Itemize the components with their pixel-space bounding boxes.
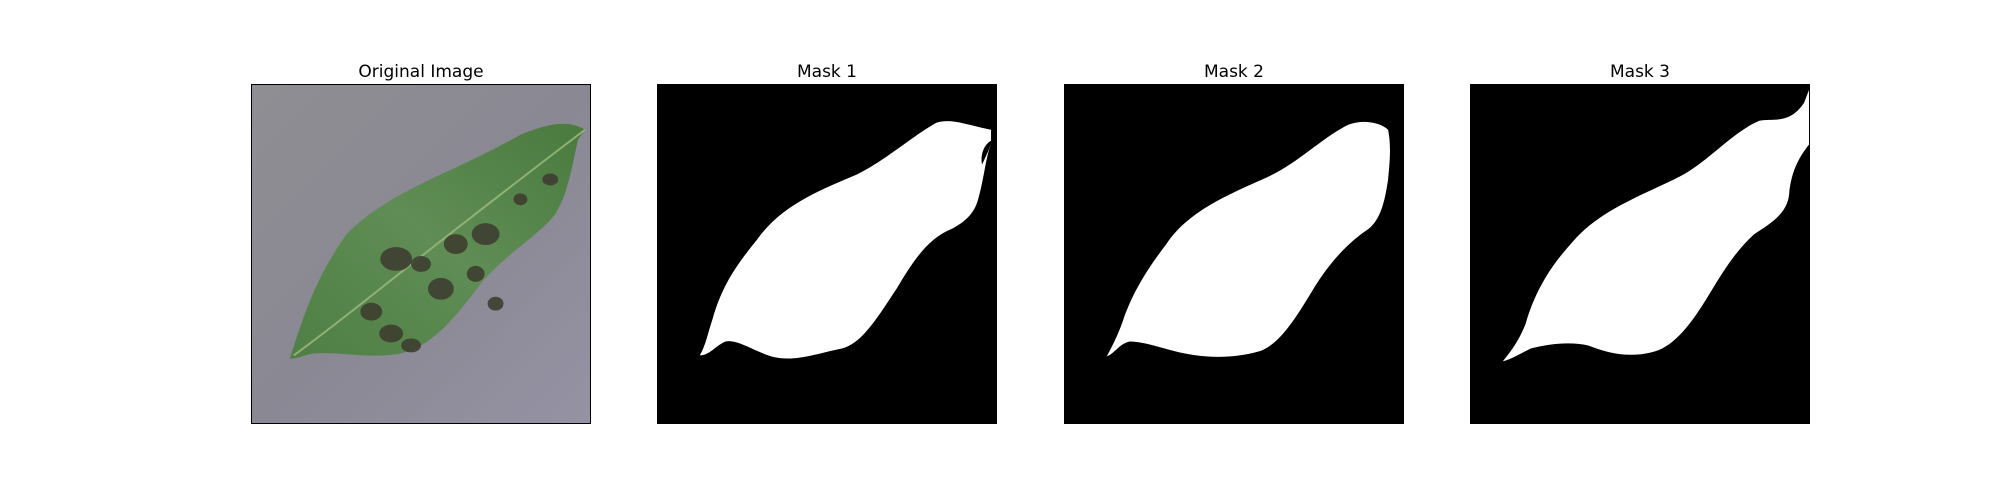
panel-title: Mask 1 bbox=[796, 62, 857, 82]
mask-notch bbox=[981, 140, 992, 165]
leaf-shape bbox=[289, 123, 586, 359]
mask-2 bbox=[1065, 85, 1403, 423]
mask-1-image bbox=[657, 84, 997, 424]
leaf-photo bbox=[252, 85, 590, 423]
panel-mask-2: Mask 2 bbox=[1064, 60, 1404, 424]
original-leaf-image bbox=[251, 84, 591, 424]
mask-1 bbox=[658, 85, 996, 423]
mask-region bbox=[1502, 89, 1809, 362]
mask-3 bbox=[1471, 85, 1809, 423]
panel-title: Mask 2 bbox=[1203, 62, 1264, 82]
panel-title: Mask 3 bbox=[1609, 62, 1670, 82]
mask-2-image bbox=[1064, 84, 1404, 424]
panel-mask-1: Mask 1 bbox=[657, 60, 997, 424]
panel-title: Original Image bbox=[358, 62, 484, 82]
panel-mask-3: Mask 3 bbox=[1470, 60, 1810, 424]
panel-original-image: Original Image bbox=[251, 60, 591, 424]
mask-region bbox=[699, 121, 992, 359]
leaf-spots bbox=[360, 173, 559, 353]
mask-region bbox=[1106, 121, 1390, 357]
mask-3-image bbox=[1470, 84, 1810, 424]
leaf-midrib bbox=[293, 128, 586, 357]
